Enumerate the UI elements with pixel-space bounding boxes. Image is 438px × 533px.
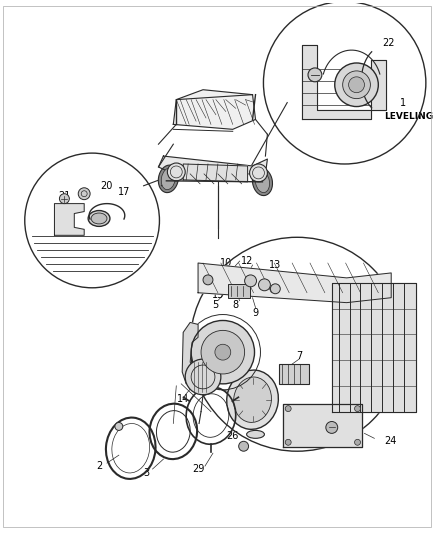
Polygon shape [173,90,255,130]
Text: 25: 25 [234,416,247,426]
Circle shape [115,423,123,431]
Circle shape [167,163,185,181]
Circle shape [215,344,231,360]
Polygon shape [198,263,391,303]
Circle shape [285,439,291,445]
Polygon shape [54,204,84,235]
Text: 26: 26 [226,431,239,441]
Circle shape [354,406,360,411]
Text: 2: 2 [96,461,102,471]
Polygon shape [159,156,268,174]
Polygon shape [182,322,198,384]
Text: 3: 3 [144,468,150,478]
Text: 12: 12 [241,256,254,266]
Text: 22: 22 [382,38,395,48]
Ellipse shape [88,211,110,227]
Polygon shape [283,403,363,447]
Text: 1: 1 [400,98,406,108]
Bar [228,284,250,298]
Circle shape [60,193,69,204]
Text: LEVELING: LEVELING [385,112,434,121]
Ellipse shape [233,377,272,423]
Circle shape [203,275,213,285]
Text: 27: 27 [340,418,353,429]
Circle shape [343,71,371,99]
Circle shape [250,164,268,182]
Text: 20: 20 [100,181,112,191]
Ellipse shape [227,370,279,430]
Ellipse shape [161,168,176,190]
Circle shape [349,77,364,93]
Polygon shape [302,45,386,119]
Text: 9: 9 [252,308,258,318]
Ellipse shape [255,171,269,192]
Circle shape [326,422,338,433]
Text: 5: 5 [212,300,218,310]
Circle shape [244,275,257,287]
Text: 15: 15 [212,290,224,300]
Polygon shape [332,283,416,411]
Text: 8: 8 [233,300,239,310]
Circle shape [78,188,90,200]
Circle shape [191,320,254,384]
Ellipse shape [252,168,272,196]
Circle shape [258,279,270,291]
Circle shape [354,439,360,445]
Text: 10: 10 [220,258,232,268]
Ellipse shape [91,213,107,224]
Circle shape [270,284,280,294]
Ellipse shape [158,165,178,192]
Text: 13: 13 [269,260,282,270]
Ellipse shape [247,431,265,438]
Text: 7: 7 [296,351,302,361]
Text: 24: 24 [384,437,396,446]
Text: 21: 21 [58,191,71,201]
Text: 14: 14 [177,394,189,403]
Circle shape [201,330,244,374]
Bar [279,364,309,384]
Circle shape [308,68,322,82]
Circle shape [239,441,249,451]
Text: 17: 17 [118,187,130,197]
Circle shape [185,359,221,395]
Text: 4: 4 [309,68,315,78]
Polygon shape [183,164,247,182]
Text: 1: 1 [183,372,189,382]
Circle shape [285,406,291,411]
Circle shape [335,63,378,107]
Text: 29: 29 [192,464,204,474]
